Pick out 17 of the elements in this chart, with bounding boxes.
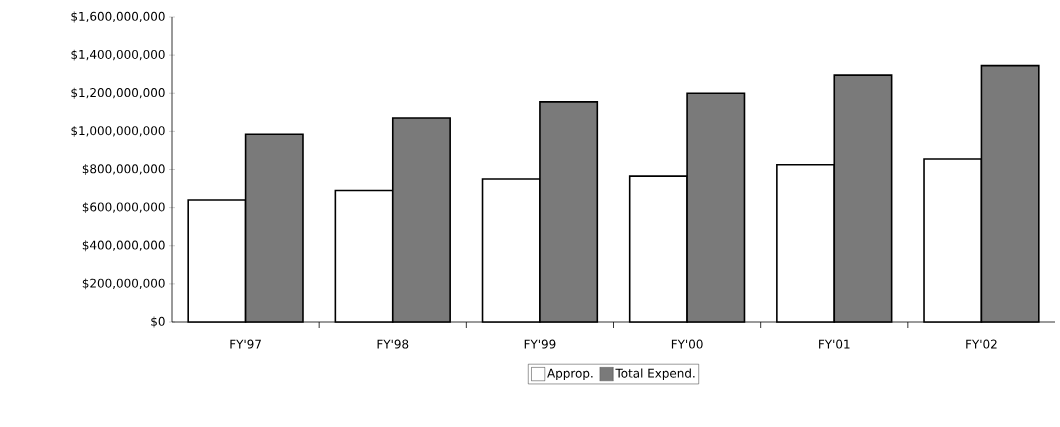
y-tick-label: $1,400,000,000	[71, 49, 165, 61]
y-tick-label: $1,600,000,000	[71, 11, 165, 23]
y-tick-label: $600,000,000	[82, 202, 165, 214]
y-tick-label: $400,000,000	[82, 240, 165, 252]
y-tick-label: $1,000,000,000	[71, 125, 165, 137]
x-tick-label: FY'99	[524, 339, 556, 349]
legend-label: Approp.	[547, 368, 593, 381]
x-tick-label: FY'01	[819, 339, 850, 349]
x-tick-label: FY'02	[966, 339, 997, 349]
y-tick-label: $1,200,000,000	[71, 87, 165, 99]
x-tick-label: FY'00	[671, 339, 703, 349]
x-tick-label: FY'98	[377, 339, 409, 349]
legend-label: Total Expend.	[615, 368, 695, 381]
y-tick-label: $0	[151, 316, 165, 328]
y-tick-label: $200,000,000	[82, 278, 165, 290]
y-tick-label: $800,000,000	[82, 164, 165, 175]
x-tick-label: FY'97	[230, 339, 261, 349]
